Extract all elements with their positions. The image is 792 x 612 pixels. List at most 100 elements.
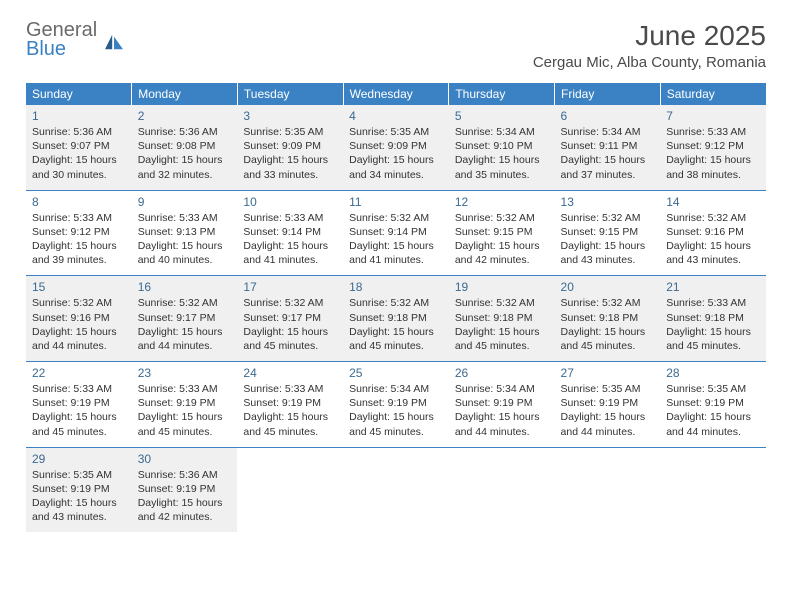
sunset-line: Sunset: 9:18 PM [455,311,549,325]
sunset-line: Sunset: 9:15 PM [455,225,549,239]
day-cell: 30Sunrise: 5:36 AMSunset: 9:19 PMDayligh… [132,447,238,532]
day-number: 10 [243,195,337,209]
day-number: 5 [455,109,549,123]
dow-wednesday: Wednesday [343,83,449,105]
sunrise-line: Sunrise: 5:33 AM [243,382,337,396]
daylight-line-1: Daylight: 15 hours [561,410,655,424]
daylight-line-1: Daylight: 15 hours [349,239,443,253]
day-number: 30 [138,452,232,466]
day-cell: 6Sunrise: 5:34 AMSunset: 9:11 PMDaylight… [555,105,661,190]
daylight-line-1: Daylight: 15 hours [666,325,760,339]
daylight-line-2: and 43 minutes. [561,253,655,267]
sunset-line: Sunset: 9:08 PM [138,139,232,153]
daylight-line-2: and 45 minutes. [349,425,443,439]
day-number: 21 [666,280,760,294]
daylight-line-1: Daylight: 15 hours [32,153,126,167]
daylight-line-2: and 45 minutes. [138,425,232,439]
day-cell [343,447,449,532]
sunrise-line: Sunrise: 5:33 AM [243,211,337,225]
daylight-line-2: and 45 minutes. [561,339,655,353]
day-number: 16 [138,280,232,294]
daylight-line-1: Daylight: 15 hours [349,325,443,339]
sunrise-line: Sunrise: 5:32 AM [666,211,760,225]
day-number: 9 [138,195,232,209]
sunset-line: Sunset: 9:19 PM [561,396,655,410]
sunset-line: Sunset: 9:10 PM [455,139,549,153]
daylight-line-1: Daylight: 15 hours [138,496,232,510]
sunrise-line: Sunrise: 5:35 AM [243,125,337,139]
week-row: 8Sunrise: 5:33 AMSunset: 9:12 PMDaylight… [26,190,766,276]
sunset-line: Sunset: 9:12 PM [666,139,760,153]
sunset-line: Sunset: 9:16 PM [666,225,760,239]
sunrise-line: Sunrise: 5:32 AM [561,211,655,225]
sunrise-line: Sunrise: 5:36 AM [138,468,232,482]
sunset-line: Sunset: 9:19 PM [243,396,337,410]
daylight-line-2: and 39 minutes. [32,253,126,267]
sunrise-line: Sunrise: 5:32 AM [455,211,549,225]
sunrise-line: Sunrise: 5:32 AM [561,296,655,310]
sunrise-line: Sunrise: 5:32 AM [349,211,443,225]
day-number: 26 [455,366,549,380]
day-cell: 26Sunrise: 5:34 AMSunset: 9:19 PMDayligh… [449,362,555,448]
sunset-line: Sunset: 9:12 PM [32,225,126,239]
dow-row: Sunday Monday Tuesday Wednesday Thursday… [26,83,766,105]
sunset-line: Sunset: 9:18 PM [349,311,443,325]
sunrise-line: Sunrise: 5:33 AM [32,382,126,396]
daylight-line-1: Daylight: 15 hours [32,239,126,253]
day-number: 6 [561,109,655,123]
location: Cergau Mic, Alba County, Romania [533,54,766,71]
daylight-line-1: Daylight: 15 hours [561,239,655,253]
sunset-line: Sunset: 9:19 PM [455,396,549,410]
daylight-line-2: and 44 minutes. [561,425,655,439]
daylight-line-1: Daylight: 15 hours [455,153,549,167]
daylight-line-2: and 43 minutes. [32,510,126,524]
day-number: 29 [32,452,126,466]
day-cell: 5Sunrise: 5:34 AMSunset: 9:10 PMDaylight… [449,105,555,190]
day-number: 11 [349,195,443,209]
day-cell: 9Sunrise: 5:33 AMSunset: 9:13 PMDaylight… [132,190,238,276]
sunset-line: Sunset: 9:09 PM [243,139,337,153]
sunset-line: Sunset: 9:19 PM [666,396,760,410]
sunset-line: Sunset: 9:19 PM [32,396,126,410]
sunrise-line: Sunrise: 5:35 AM [349,125,443,139]
daylight-line-2: and 42 minutes. [138,510,232,524]
day-number: 13 [561,195,655,209]
dow-thursday: Thursday [449,83,555,105]
daylight-line-1: Daylight: 15 hours [32,410,126,424]
daylight-line-2: and 45 minutes. [243,425,337,439]
daylight-line-1: Daylight: 15 hours [32,496,126,510]
day-cell: 7Sunrise: 5:33 AMSunset: 9:12 PMDaylight… [660,105,766,190]
sunrise-line: Sunrise: 5:36 AM [138,125,232,139]
sunrise-line: Sunrise: 5:32 AM [243,296,337,310]
day-cell: 1Sunrise: 5:36 AMSunset: 9:07 PMDaylight… [26,105,132,190]
daylight-line-2: and 45 minutes. [455,339,549,353]
day-cell: 29Sunrise: 5:35 AMSunset: 9:19 PMDayligh… [26,447,132,532]
sunrise-line: Sunrise: 5:33 AM [666,125,760,139]
day-number: 15 [32,280,126,294]
daylight-line-2: and 43 minutes. [666,253,760,267]
daylight-line-2: and 45 minutes. [32,425,126,439]
daylight-line-1: Daylight: 15 hours [138,410,232,424]
sunset-line: Sunset: 9:18 PM [666,311,760,325]
day-cell: 2Sunrise: 5:36 AMSunset: 9:08 PMDaylight… [132,105,238,190]
week-row: 1Sunrise: 5:36 AMSunset: 9:07 PMDaylight… [26,105,766,190]
sunset-line: Sunset: 9:19 PM [32,482,126,496]
sunrise-line: Sunrise: 5:35 AM [561,382,655,396]
sunset-line: Sunset: 9:17 PM [243,311,337,325]
sunset-line: Sunset: 9:19 PM [138,396,232,410]
week-row: 22Sunrise: 5:33 AMSunset: 9:19 PMDayligh… [26,362,766,448]
sunrise-line: Sunrise: 5:32 AM [32,296,126,310]
day-number: 3 [243,109,337,123]
daylight-line-2: and 42 minutes. [455,253,549,267]
daylight-line-2: and 37 minutes. [561,168,655,182]
daylight-line-1: Daylight: 15 hours [455,410,549,424]
day-cell: 22Sunrise: 5:33 AMSunset: 9:19 PMDayligh… [26,362,132,448]
day-cell: 24Sunrise: 5:33 AMSunset: 9:19 PMDayligh… [237,362,343,448]
daylight-line-2: and 33 minutes. [243,168,337,182]
daylight-line-2: and 35 minutes. [455,168,549,182]
daylight-line-1: Daylight: 15 hours [349,153,443,167]
sunrise-line: Sunrise: 5:36 AM [32,125,126,139]
daylight-line-2: and 45 minutes. [349,339,443,353]
daylight-line-1: Daylight: 15 hours [243,153,337,167]
daylight-line-1: Daylight: 15 hours [243,410,337,424]
